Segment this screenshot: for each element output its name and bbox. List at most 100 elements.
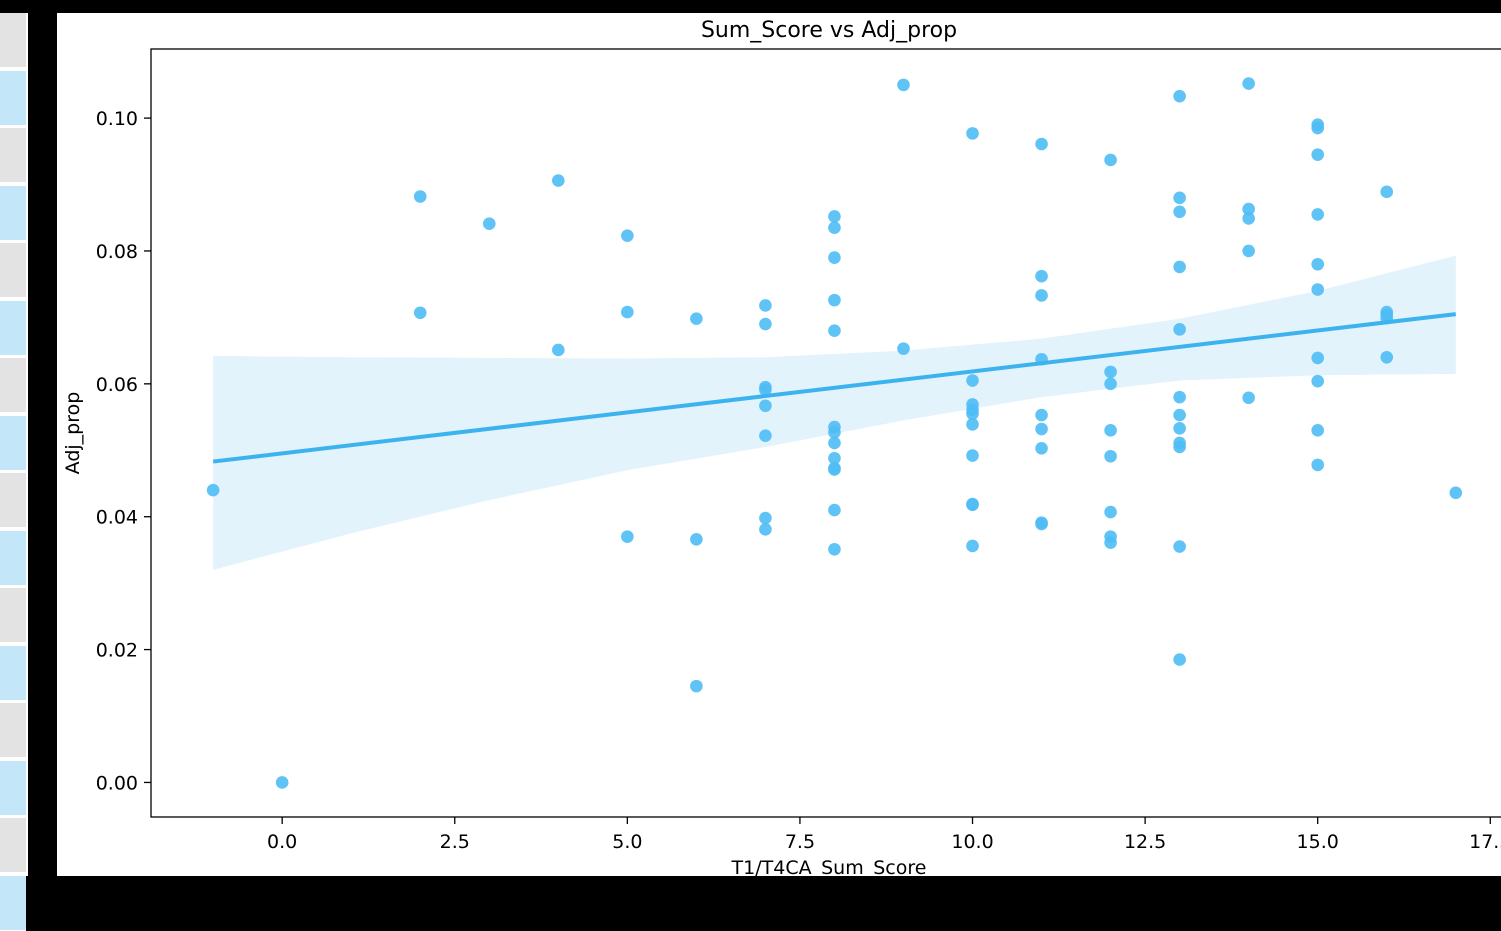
data-point (275, 776, 289, 789)
confidence-band-layer (213, 255, 1456, 570)
strip-cell (0, 645, 26, 701)
points-layer (206, 77, 1463, 789)
strip-cell (0, 128, 26, 183)
strip-cell (0, 13, 26, 68)
left-strip (0, 13, 28, 931)
data-point (828, 451, 841, 465)
data-point (1242, 244, 1255, 258)
data-point (621, 305, 634, 319)
strip-cell (0, 530, 26, 586)
x-tick-label: 0.0 (267, 831, 297, 853)
data-point (1173, 540, 1186, 553)
data-point (1104, 153, 1117, 167)
data-point (1104, 377, 1117, 391)
confidence-band (213, 255, 1456, 570)
strip-cell (0, 358, 26, 413)
data-point (966, 407, 979, 421)
data-point (897, 78, 910, 92)
data-point (1173, 440, 1186, 454)
y-tick-label: 0.06 (96, 374, 138, 396)
data-point (966, 539, 979, 553)
data-point (966, 498, 979, 512)
data-point (1104, 505, 1117, 519)
strip-cell (0, 818, 26, 873)
data-point (552, 343, 565, 357)
y-axis-ticks: 0.00 0.02 0.04 0.06 0.08 0.10 (96, 108, 151, 794)
strip-cell (0, 473, 26, 528)
data-point (1035, 408, 1048, 422)
data-point (828, 542, 841, 556)
x-tick-label: 10.0 (951, 831, 993, 853)
data-point (1311, 121, 1325, 135)
x-tick-label: 7.5 (785, 831, 815, 853)
chart-title: Sum_Score vs Adj_prop (701, 18, 957, 43)
data-point (1104, 365, 1117, 379)
y-axis-label: Adj_prop (62, 392, 84, 475)
data-point (759, 317, 772, 331)
scatter-chart: Sum_Score vs Adj_prop 0.0 2.5 5.0 7.5 10.0 12… (62, 18, 1501, 876)
y-tick-label: 0.00 (96, 772, 138, 794)
regression-line (212, 312, 1457, 464)
strip-cell (0, 185, 26, 241)
regression-line-layer (212, 312, 1457, 464)
data-point (1173, 323, 1186, 336)
data-point (413, 190, 427, 203)
data-point (621, 229, 634, 242)
data-point (759, 523, 772, 536)
data-point (1242, 212, 1255, 225)
data-point (1242, 202, 1255, 216)
data-point (759, 299, 772, 312)
x-tick-label: 5.0 (612, 831, 642, 853)
x-axis-ticks: 0.0 2.5 5.0 7.5 10.0 12.5 15.0 17.5 (267, 817, 1501, 853)
data-point (1035, 441, 1048, 455)
data-point (1035, 289, 1048, 302)
y-tick-label: 0.10 (96, 108, 138, 130)
data-point (1173, 89, 1186, 103)
data-point (1035, 269, 1048, 283)
y-tick-label: 0.04 (96, 507, 138, 529)
data-point (759, 429, 772, 442)
data-point (828, 436, 841, 450)
data-point (828, 293, 841, 307)
data-point (1380, 350, 1394, 364)
data-point (1035, 137, 1048, 151)
data-point (552, 174, 565, 187)
data-point (1311, 208, 1325, 221)
y-tick-label: 0.08 (96, 241, 138, 263)
data-point (1380, 185, 1394, 199)
data-point (1035, 422, 1048, 436)
strip-cell (0, 588, 26, 643)
data-point (1173, 205, 1186, 219)
data-point (966, 449, 979, 462)
strip-cell (0, 70, 26, 126)
x-tick-label: 15.0 (1297, 831, 1339, 853)
plot-frame (150, 48, 1501, 818)
data-point (1035, 517, 1048, 531)
data-point (1242, 391, 1255, 405)
data-point (1173, 191, 1186, 205)
data-point (1104, 536, 1117, 549)
data-point (828, 503, 841, 517)
data-point (1311, 374, 1325, 388)
data-point (482, 217, 496, 231)
x-tick-label: 2.5 (440, 831, 470, 853)
data-point (828, 463, 841, 476)
data-point (1311, 148, 1325, 161)
data-point (759, 383, 772, 397)
data-point (1173, 422, 1186, 435)
data-point (1311, 257, 1325, 271)
data-point (1449, 486, 1463, 500)
data-point (206, 483, 220, 497)
data-point (1173, 390, 1186, 404)
data-point (828, 251, 841, 264)
data-point (1173, 260, 1186, 274)
data-point (690, 679, 703, 693)
data-point (828, 324, 841, 337)
strip-cell (0, 703, 26, 758)
data-point (690, 532, 703, 546)
data-point (1311, 458, 1325, 472)
data-point (1104, 449, 1117, 463)
data-point (413, 306, 427, 320)
data-point (1311, 424, 1325, 437)
strip-cell (0, 875, 26, 931)
